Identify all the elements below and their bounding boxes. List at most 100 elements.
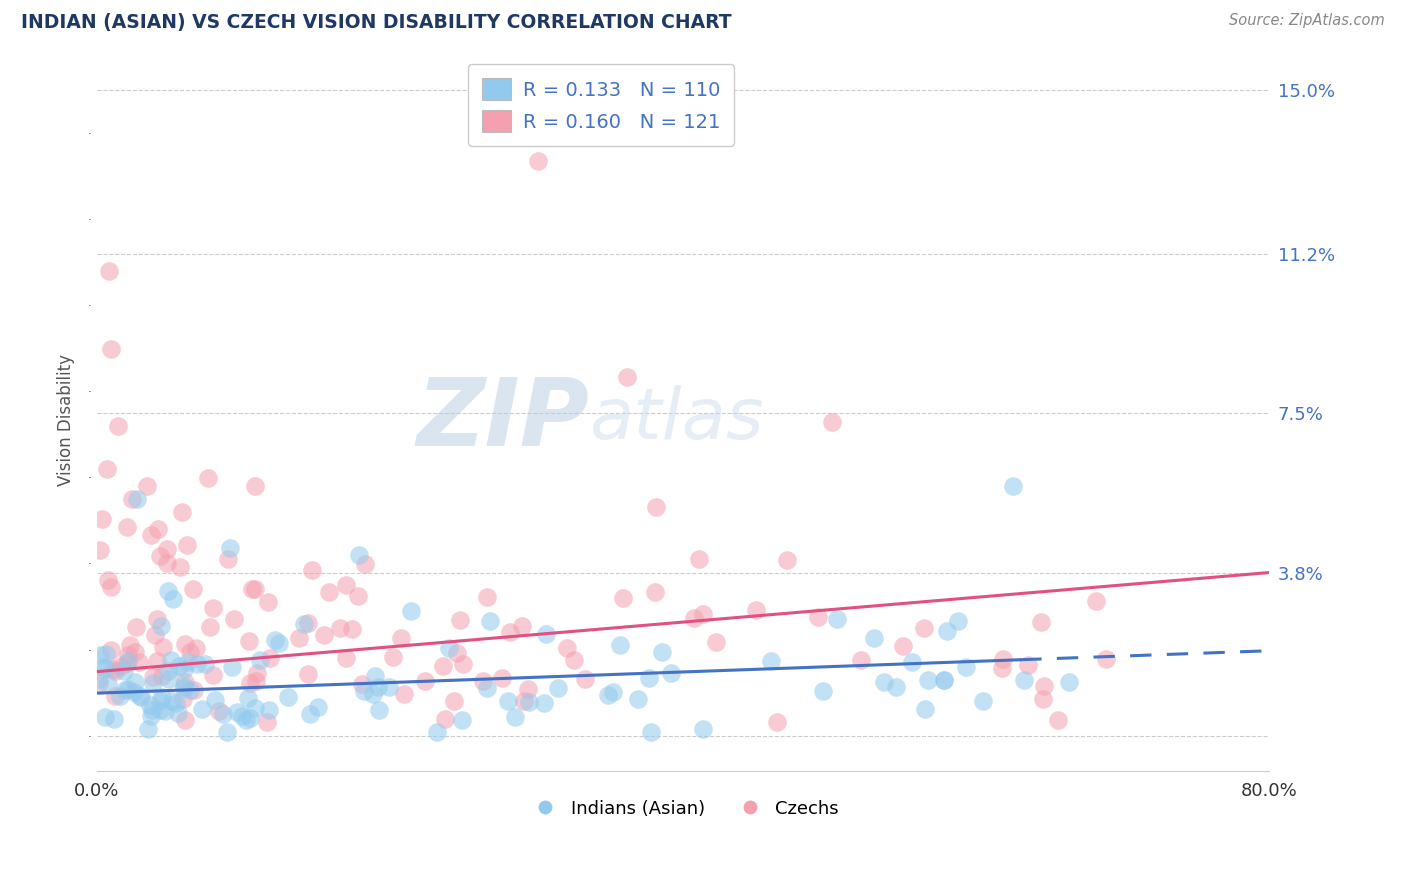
Point xyxy=(367,703,389,717)
Point xyxy=(125,492,148,507)
Point xyxy=(100,342,122,356)
Point xyxy=(562,653,585,667)
Point xyxy=(299,707,322,722)
Point xyxy=(89,676,111,690)
Point xyxy=(91,512,114,526)
Point xyxy=(167,659,190,673)
Point xyxy=(122,684,145,698)
Point xyxy=(142,676,165,690)
Point xyxy=(394,687,416,701)
Point xyxy=(219,541,242,555)
Point xyxy=(517,695,540,709)
Point xyxy=(156,664,179,678)
Legend: Indians (Asian), Czechs: Indians (Asian), Czechs xyxy=(520,792,846,825)
Point xyxy=(152,640,174,655)
Point xyxy=(103,712,125,726)
Point xyxy=(238,633,260,648)
Point xyxy=(1084,593,1107,607)
Point xyxy=(426,725,449,739)
Point xyxy=(129,689,152,703)
Point xyxy=(112,665,135,679)
Point xyxy=(443,694,465,708)
Point xyxy=(211,706,233,721)
Point xyxy=(413,674,436,689)
Point xyxy=(156,584,179,599)
Point xyxy=(318,584,340,599)
Point xyxy=(557,641,579,656)
Point xyxy=(197,471,219,485)
Point xyxy=(637,671,659,685)
Point xyxy=(239,711,262,725)
Point xyxy=(153,705,176,719)
Text: INDIAN (ASIAN) VS CZECH VISION DISABILITY CORRELATION CHART: INDIAN (ASIAN) VS CZECH VISION DISABILIT… xyxy=(21,13,731,32)
Point xyxy=(510,618,533,632)
Point xyxy=(526,153,548,168)
Point xyxy=(472,674,495,689)
Point xyxy=(683,611,706,625)
Point xyxy=(141,703,163,717)
Point xyxy=(491,671,513,685)
Point xyxy=(367,680,389,694)
Point xyxy=(932,673,955,687)
Point xyxy=(117,648,139,662)
Point xyxy=(97,677,120,691)
Point xyxy=(399,604,422,618)
Point xyxy=(141,527,163,541)
Point xyxy=(221,659,243,673)
Point xyxy=(446,646,468,660)
Point xyxy=(89,543,111,558)
Point xyxy=(173,713,195,727)
Point xyxy=(141,709,163,723)
Point xyxy=(157,672,180,686)
Point xyxy=(932,673,955,687)
Point xyxy=(659,666,682,681)
Point xyxy=(98,264,121,278)
Point xyxy=(745,603,768,617)
Point xyxy=(851,653,873,667)
Point xyxy=(150,618,173,632)
Point xyxy=(110,659,132,673)
Point xyxy=(496,694,519,708)
Point xyxy=(434,712,457,726)
Point xyxy=(692,722,714,736)
Point xyxy=(215,725,238,739)
Point xyxy=(97,574,120,588)
Point xyxy=(139,698,162,712)
Point xyxy=(136,479,159,493)
Point xyxy=(179,682,201,697)
Point xyxy=(503,710,526,724)
Point xyxy=(704,635,727,649)
Point xyxy=(208,704,231,718)
Point xyxy=(307,700,329,714)
Point xyxy=(1057,674,1080,689)
Point xyxy=(312,627,335,641)
Point xyxy=(598,688,620,702)
Point xyxy=(136,722,159,736)
Point xyxy=(991,661,1014,675)
Point xyxy=(239,676,262,690)
Point xyxy=(150,669,173,683)
Point xyxy=(256,714,278,729)
Point xyxy=(432,659,454,673)
Point xyxy=(183,682,205,697)
Point xyxy=(149,694,172,708)
Point xyxy=(688,552,710,566)
Point xyxy=(240,582,263,596)
Point xyxy=(381,650,404,665)
Point xyxy=(246,665,269,680)
Point xyxy=(914,702,936,716)
Point xyxy=(167,706,190,721)
Point xyxy=(93,660,115,674)
Point xyxy=(100,642,122,657)
Point xyxy=(96,462,118,476)
Point xyxy=(873,674,896,689)
Point xyxy=(172,692,194,706)
Point xyxy=(142,670,165,684)
Point xyxy=(94,710,117,724)
Point xyxy=(547,681,569,696)
Point xyxy=(766,715,789,730)
Point xyxy=(437,640,460,655)
Point xyxy=(176,655,198,669)
Point xyxy=(477,590,499,604)
Point xyxy=(478,615,501,629)
